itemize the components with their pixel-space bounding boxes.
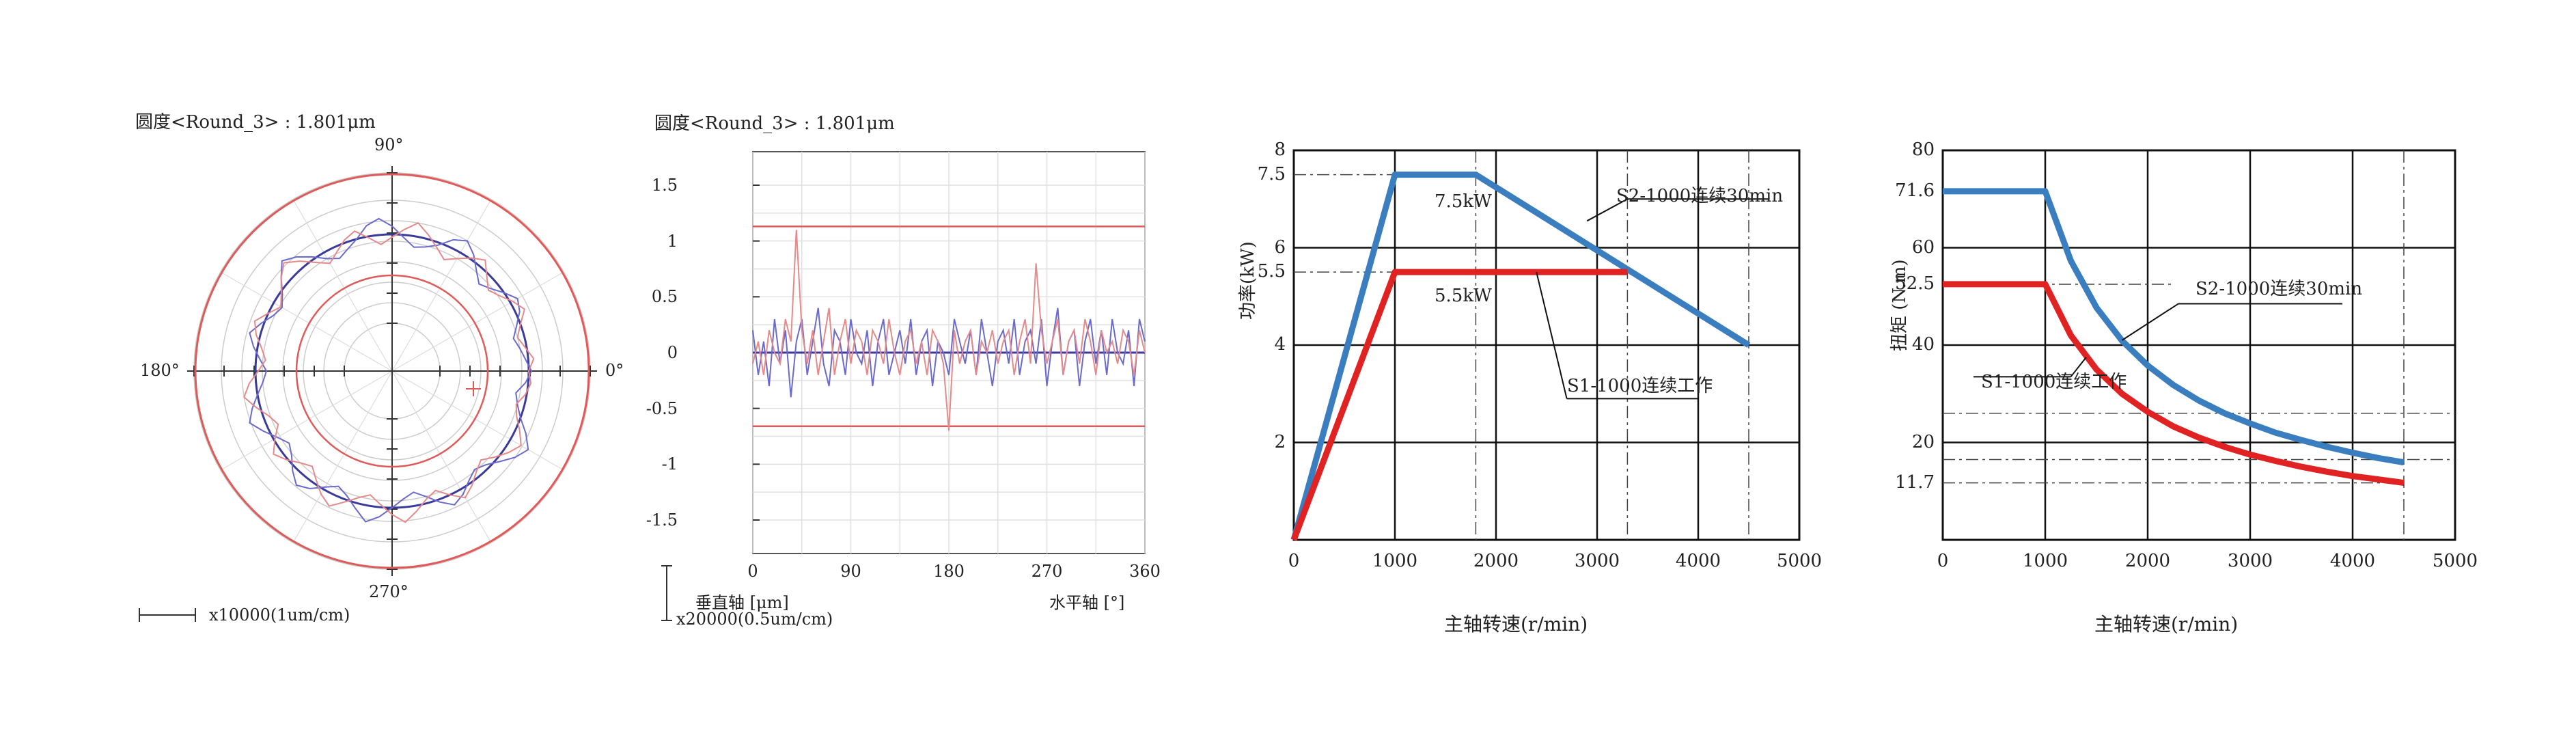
ytick-label: 40 — [1911, 334, 1935, 355]
label-7.5kw: 7.5kW — [1435, 191, 1492, 212]
label-s2-power: S2-1000连续30min — [1616, 186, 1784, 206]
torque-chart — [1941, 149, 2456, 541]
linear-ytick-label: 0 — [667, 343, 678, 362]
ytick-label: 6 — [1274, 236, 1286, 258]
polar-chart-title: 圆度<Round_3> : 1.801μm — [135, 112, 376, 133]
linear-yscale: x20000(0.5um/cm) — [676, 610, 833, 629]
xtick-label: 1000 — [2022, 551, 2068, 571]
polar-trace-1 — [243, 222, 535, 523]
ytick-label: 80 — [1911, 139, 1935, 160]
power-grid — [1292, 149, 1801, 541]
linear-ytick-label: 1 — [667, 231, 678, 251]
ytick-label: 4 — [1274, 334, 1286, 355]
label-s1-power: S1-1000连续工作 — [1567, 376, 1713, 396]
linear-chart-title: 圆度<Round_3> : 1.801μm — [654, 113, 895, 134]
polar-trace-0 — [249, 217, 533, 523]
linear-ylabel: 垂直轴 [μm] — [695, 593, 789, 612]
ytick-label: 71.6 — [1895, 180, 1935, 201]
ytick-label: 8 — [1274, 139, 1286, 160]
power-chart-panel: 2 4 5.5 6 7.5 8 0 1000 2000 3000 4000 5000 功率(kW) … — [1216, 0, 1899, 738]
linear-ytick-label: 0.5 — [651, 287, 678, 307]
xtick-label: 0 — [1937, 551, 1949, 571]
power-curves — [1290, 172, 1769, 541]
linear-xtick-label: 360 — [1129, 562, 1161, 581]
polar-chart — [139, 166, 597, 622]
polar-traces — [194, 173, 590, 569]
linear-ytick-label: -1.5 — [646, 510, 678, 530]
linear-trace-0 — [752, 308, 1146, 398]
linear-xtick-label: 270 — [1031, 562, 1063, 581]
inner-limit-circle — [295, 274, 489, 468]
polar-grid — [187, 166, 597, 576]
xtick-label: 5000 — [2432, 551, 2478, 571]
angle-label-180: 180° — [140, 361, 180, 380]
torque-xlabel: 主轴转速(r/min) — [2094, 613, 2239, 636]
linear-traces — [752, 226, 1146, 431]
linear-xtick-label: 180 — [933, 562, 965, 581]
xtick-label: 4000 — [2329, 551, 2376, 571]
angle-label-90: 90° — [374, 135, 404, 154]
linear-chart — [661, 151, 1146, 621]
torque-chart-panel: 11.7 20 40 52.5 60 71.6 80 0 1000 2000 3000 4000 50… — [1872, 0, 2576, 738]
xtick-label: 3000 — [2227, 551, 2273, 571]
xtick-label: 4000 — [1675, 551, 1721, 571]
curve-s1 — [1290, 269, 1628, 541]
ytick-label: 20 — [1911, 431, 1935, 452]
linear-roundness-panel: 圆度<Round_3> : 1.801μm 1.5 1 0.5 0 -0.5 -1 -1.5… — [615, 0, 1230, 738]
polar-scale-label: x10000(1um/cm) — [209, 605, 350, 625]
xtick-label: 2000 — [1473, 551, 1519, 571]
curve-s1 — [1943, 281, 2405, 487]
power-xlabel: 主轴转速(r/min) — [1444, 613, 1588, 636]
ytick-label: 2 — [1274, 431, 1286, 452]
linear-ytick-label: -1 — [661, 454, 678, 474]
xtick-label: 3000 — [1574, 551, 1620, 571]
ytick-label: 11.7 — [1895, 472, 1935, 493]
angle-label-270: 270° — [369, 582, 408, 601]
label-s1-torque: S1-1000连续工作 — [1981, 372, 2127, 392]
s1-leader — [1536, 271, 1568, 399]
ytick-label: 7.5 — [1257, 163, 1286, 184]
torque-ylabel: 扭矩 (N.m) — [1889, 259, 1910, 351]
curve-s2 — [1290, 172, 1751, 541]
s1-leader — [2070, 357, 2087, 377]
ytick-label: 52.5 — [1895, 273, 1935, 294]
ytick-label: 5.5 — [1257, 261, 1286, 282]
linear-xtick-label: 0 — [747, 562, 758, 581]
xtick-label: 5000 — [1776, 551, 1823, 571]
linear-trace-1 — [752, 230, 1146, 431]
power-ylabel: 功率(kW) — [1238, 241, 1258, 320]
linear-xlabel: 水平轴 [°] — [1049, 593, 1125, 612]
power-chart — [1290, 149, 1801, 541]
label-s2-torque: S2-1000连续30min — [2196, 279, 2363, 299]
s2-leader — [2121, 303, 2179, 341]
label-5.5kw: 5.5kW — [1435, 286, 1492, 306]
s2-leader — [1586, 198, 1628, 222]
torque-curves — [1943, 188, 2405, 487]
xtick-label: 1000 — [1372, 551, 1418, 571]
polar-scale-bar — [139, 608, 196, 622]
vertical-scale-bracket — [661, 565, 672, 621]
angle-label-0: 0° — [605, 361, 624, 380]
polar-roundness-panel: 圆度<Round_3> : 1.801μm 90° 180° 270° 0° x… — [0, 0, 624, 738]
linear-ytick-label: 1.5 — [651, 176, 678, 195]
linear-xtick-label: 90 — [840, 562, 861, 581]
linear-ytick-label: -0.5 — [646, 398, 678, 418]
outer-limit-circle — [194, 173, 590, 569]
ytick-label: 60 — [1911, 236, 1935, 258]
xtick-label: 2000 — [2124, 551, 2171, 571]
xtick-label: 0 — [1288, 551, 1300, 571]
curve-s2 — [1943, 188, 2405, 466]
